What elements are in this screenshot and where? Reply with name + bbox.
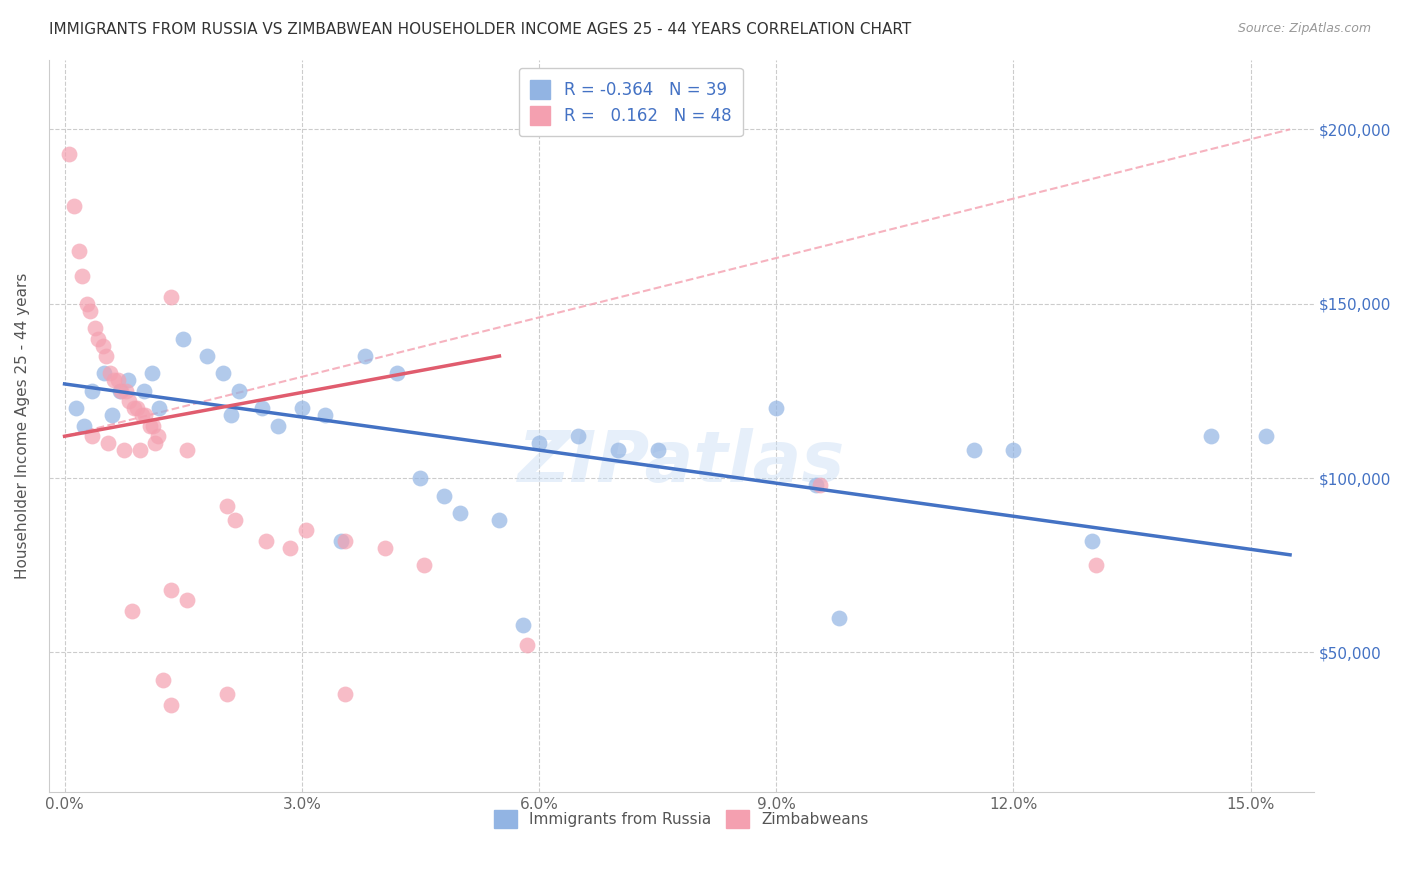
Legend: Immigrants from Russia, Zimbabweans: Immigrants from Russia, Zimbabweans — [486, 803, 876, 836]
Point — [765, 401, 787, 416]
Point — [647, 443, 669, 458]
Point — [176, 443, 198, 458]
Point — [449, 506, 471, 520]
Point — [160, 698, 183, 712]
Point — [70, 268, 93, 283]
Point — [413, 558, 436, 573]
Point — [93, 367, 115, 381]
Point — [87, 332, 110, 346]
Point — [67, 244, 90, 259]
Point — [607, 443, 630, 458]
Point — [160, 290, 183, 304]
Point — [152, 673, 174, 688]
Point — [291, 401, 314, 416]
Point — [103, 374, 125, 388]
Point — [172, 332, 194, 346]
Point — [160, 582, 183, 597]
Text: Source: ZipAtlas.com: Source: ZipAtlas.com — [1237, 22, 1371, 36]
Text: ZIPatlas: ZIPatlas — [517, 428, 845, 497]
Point — [516, 639, 538, 653]
Point — [118, 394, 141, 409]
Point — [121, 604, 143, 618]
Point — [176, 593, 198, 607]
Point — [107, 374, 129, 388]
Point — [76, 296, 98, 310]
Point — [115, 384, 138, 398]
Point — [267, 418, 290, 433]
Point — [122, 401, 145, 416]
Point — [215, 687, 238, 701]
Point — [82, 384, 104, 398]
Point — [330, 533, 353, 548]
Point — [385, 367, 408, 381]
Point — [91, 338, 114, 352]
Point — [294, 524, 316, 538]
Point — [134, 409, 156, 423]
Point — [73, 418, 96, 433]
Point — [224, 513, 246, 527]
Point — [527, 436, 550, 450]
Point — [488, 513, 510, 527]
Point — [512, 617, 534, 632]
Point — [1081, 533, 1104, 548]
Point — [83, 321, 105, 335]
Point — [228, 384, 250, 398]
Point — [58, 146, 80, 161]
Point — [141, 367, 163, 381]
Point — [132, 384, 155, 398]
Point — [117, 374, 139, 388]
Point — [804, 478, 827, 492]
Point — [567, 429, 589, 443]
Point — [65, 401, 87, 416]
Point — [146, 429, 169, 443]
Text: IMMIGRANTS FROM RUSSIA VS ZIMBABWEAN HOUSEHOLDER INCOME AGES 25 - 44 YEARS CORRE: IMMIGRANTS FROM RUSSIA VS ZIMBABWEAN HOU… — [49, 22, 911, 37]
Point — [97, 436, 120, 450]
Point — [127, 401, 149, 416]
Point — [1199, 429, 1222, 443]
Point — [112, 443, 135, 458]
Point — [1256, 429, 1278, 443]
Point — [215, 499, 238, 513]
Point — [1085, 558, 1108, 573]
Point — [110, 384, 132, 398]
Point — [195, 349, 218, 363]
Point — [145, 436, 167, 450]
Point — [808, 478, 831, 492]
Point — [79, 303, 101, 318]
Point — [211, 367, 233, 381]
Point — [100, 367, 122, 381]
Point — [963, 443, 986, 458]
Point — [335, 687, 357, 701]
Point — [828, 610, 851, 624]
Point — [335, 533, 357, 548]
Point — [108, 384, 131, 398]
Point — [139, 418, 162, 433]
Point — [354, 349, 377, 363]
Point — [128, 443, 150, 458]
Point — [142, 418, 165, 433]
Point — [82, 429, 104, 443]
Y-axis label: Householder Income Ages 25 - 44 years: Householder Income Ages 25 - 44 years — [15, 273, 30, 579]
Point — [148, 401, 170, 416]
Point — [409, 471, 432, 485]
Point — [101, 409, 124, 423]
Point — [63, 199, 86, 213]
Point — [131, 409, 153, 423]
Point — [254, 533, 277, 548]
Point — [374, 541, 396, 555]
Point — [314, 409, 336, 423]
Point — [94, 349, 117, 363]
Point — [433, 489, 456, 503]
Point — [252, 401, 274, 416]
Point — [1002, 443, 1025, 458]
Point — [278, 541, 301, 555]
Point — [219, 409, 242, 423]
